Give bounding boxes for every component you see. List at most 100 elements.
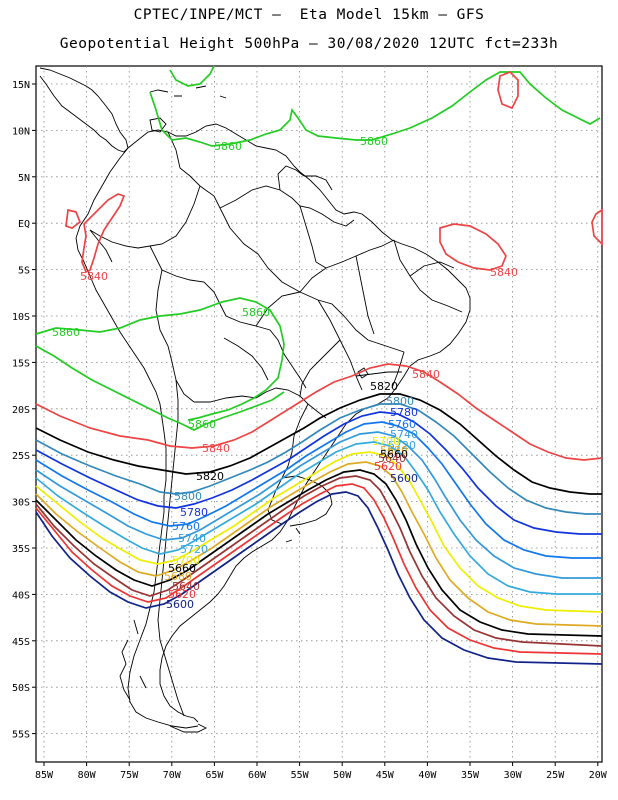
label-5820: 5820 bbox=[370, 380, 398, 393]
label-5660: 5660 bbox=[380, 448, 408, 461]
contour-labels: 5860 5860 5860 5860 5860 5840 5840 5840 … bbox=[52, 135, 518, 611]
label-5720: 5720 bbox=[180, 543, 208, 556]
label-5840: 5840 bbox=[80, 270, 108, 283]
lat-label: 25S bbox=[12, 451, 30, 462]
label-5820: 5820 bbox=[196, 470, 224, 483]
lat-label: 5S bbox=[18, 266, 30, 277]
label-5740: 5740 bbox=[178, 532, 206, 545]
contour-5840-east-island bbox=[591, 208, 603, 247]
contour-5740 bbox=[35, 431, 602, 579]
border-north-shield bbox=[277, 165, 333, 191]
contour-5820 bbox=[35, 393, 602, 495]
label-5860: 5860 bbox=[188, 418, 216, 431]
chart-title-line-1: CPTEC/INPE/MCT – Eta Model 15km – GFS bbox=[133, 7, 485, 23]
border-brazil-states bbox=[219, 205, 463, 397]
continent-outlines bbox=[39, 67, 471, 733]
lat-label: 15N bbox=[12, 80, 30, 91]
label-5760: 5760 bbox=[172, 520, 200, 533]
contour-5600 bbox=[35, 491, 603, 665]
label-5680: 5680 bbox=[380, 444, 408, 457]
label-5800: 5800 bbox=[386, 395, 414, 408]
lat-label: EQ bbox=[18, 219, 30, 230]
contour-5860-north bbox=[149, 71, 601, 147]
tierra-del-fuego bbox=[169, 723, 208, 733]
label-5840: 5840 bbox=[490, 266, 518, 279]
contour-5800 bbox=[35, 403, 602, 515]
lat-label: 20S bbox=[12, 405, 30, 416]
lat-label: 40S bbox=[12, 590, 30, 601]
label-5840: 5840 bbox=[412, 368, 440, 381]
south-america-west-coast bbox=[75, 147, 199, 729]
contour-5840-atlantic-island bbox=[439, 223, 507, 271]
lon-label: 45W bbox=[376, 770, 395, 781]
latitude-axis-labels: 15N 10N 5N EQ 5S 10S 15S 20S 25S 30S 35S 40S 45S 50S 5… bbox=[12, 80, 36, 741]
label-5860: 5860 bbox=[242, 306, 270, 319]
lon-label: 20W bbox=[589, 770, 608, 781]
coast-rio-plata-islands bbox=[285, 367, 369, 543]
label-5760: 5760 bbox=[388, 418, 416, 431]
lat-label: 55S bbox=[12, 730, 30, 741]
chile-archipelago bbox=[119, 619, 147, 701]
border-venezuela-brazil bbox=[219, 185, 355, 227]
lat-label: 45S bbox=[12, 637, 30, 648]
lon-label: 80W bbox=[78, 770, 97, 781]
lon-label: 25W bbox=[546, 770, 565, 781]
label-5620: 5620 bbox=[168, 588, 196, 601]
contour-5780 bbox=[35, 411, 602, 535]
lat-label: 30S bbox=[12, 498, 30, 509]
contour-5860-amazon-lower bbox=[35, 345, 285, 431]
contour-5860-top-left bbox=[169, 65, 215, 87]
label-5700: 5700 bbox=[172, 554, 200, 567]
label-5780: 5780 bbox=[390, 406, 418, 419]
label-5860: 5860 bbox=[214, 140, 242, 153]
label-5700: 5700 bbox=[372, 435, 400, 448]
label-5860: 5860 bbox=[52, 326, 80, 339]
south-america-coast bbox=[127, 123, 471, 723]
contour-lines bbox=[35, 65, 603, 665]
contour-5640 bbox=[35, 475, 603, 647]
lat-label: 50S bbox=[12, 683, 30, 694]
label-5780: 5780 bbox=[180, 506, 208, 519]
contour-5840-ne-island bbox=[497, 71, 519, 110]
label-5800: 5800 bbox=[174, 490, 202, 503]
contour-5660 bbox=[35, 469, 603, 637]
map-frame bbox=[35, 65, 603, 763]
label-5640: 5640 bbox=[378, 452, 406, 465]
lat-label: 10S bbox=[12, 312, 30, 323]
lon-label: 40W bbox=[418, 770, 437, 781]
label-5600: 5600 bbox=[166, 598, 194, 611]
lat-label: 15S bbox=[12, 358, 30, 369]
label-5620: 5620 bbox=[374, 460, 402, 473]
chart-title-line-2: Geopotential Height 500hPa – 30/08/2020 … bbox=[59, 36, 559, 52]
lat-label: 5N bbox=[18, 173, 30, 184]
border-colombia-venezuela bbox=[167, 131, 221, 209]
label-5640: 5640 bbox=[172, 580, 200, 593]
lon-label: 60W bbox=[248, 770, 267, 781]
contour-5680 bbox=[35, 461, 603, 627]
caribbean-islands bbox=[149, 85, 227, 133]
longitude-axis-labels: 85W 80W 75W 70W 65W 60W 55W 50W 45W 40W 35W 30W 25W 2… bbox=[35, 762, 608, 781]
lon-label: 35W bbox=[461, 770, 480, 781]
label-5660: 5660 bbox=[168, 562, 196, 575]
border-chile-argentina bbox=[157, 379, 185, 717]
contour-5700 bbox=[35, 451, 603, 613]
contour-5840-main bbox=[35, 363, 603, 461]
lat-label: 35S bbox=[12, 544, 30, 555]
lon-label: 85W bbox=[35, 770, 54, 781]
lon-label: 55W bbox=[291, 770, 310, 781]
contour-5860-amazon bbox=[35, 297, 285, 421]
label-5600: 5600 bbox=[390, 472, 418, 485]
border-peru-bolivia-chile bbox=[155, 269, 195, 403]
lon-label: 70W bbox=[163, 770, 182, 781]
lon-label: 65W bbox=[205, 770, 224, 781]
contour-5760 bbox=[35, 421, 602, 559]
contour-5840-andes-island bbox=[65, 193, 126, 274]
border-uruguay-brazil bbox=[281, 475, 333, 527]
lon-label: 75W bbox=[120, 770, 139, 781]
lon-label: 50W bbox=[333, 770, 352, 781]
label-5740: 5740 bbox=[390, 428, 418, 441]
label-5720: 5720 bbox=[388, 439, 416, 452]
contour-5620 bbox=[35, 483, 603, 655]
lon-label: 30W bbox=[504, 770, 523, 781]
